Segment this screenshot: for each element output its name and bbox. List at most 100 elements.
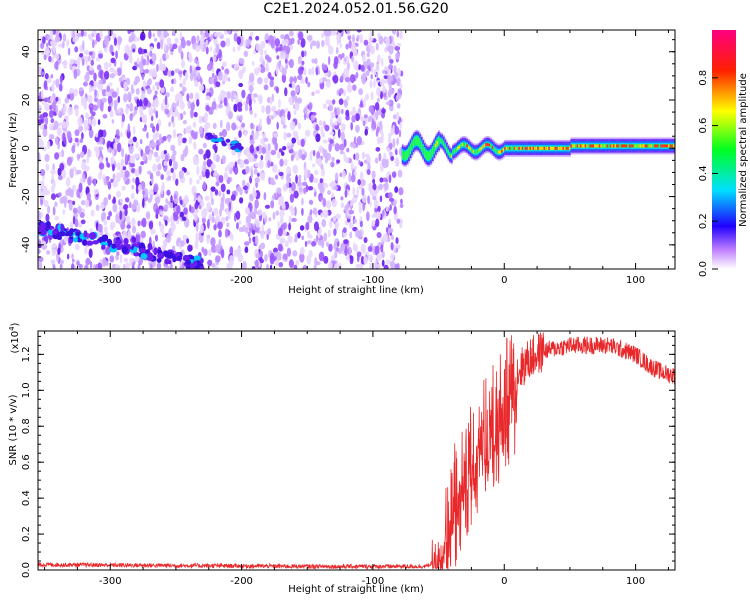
- heatmap-cell: [358, 206, 362, 214]
- heatmap-cell: [367, 245, 373, 253]
- heatmap-cell: [156, 83, 160, 91]
- heatmap-cell: [67, 106, 73, 116]
- heatmap-cell: [297, 31, 304, 41]
- heatmap-cell: [43, 54, 47, 61]
- heatmap-cell: [340, 243, 346, 252]
- heatmap-cell: [76, 32, 82, 38]
- top-y-axis-label: Frequency (Hz): [8, 112, 19, 188]
- heatmap-cell: [288, 96, 293, 104]
- heatmap-cell: [171, 102, 177, 112]
- heatmap-cell: [248, 236, 252, 244]
- heatmap-cell: [322, 149, 328, 159]
- heatmap-cell: [497, 150, 500, 154]
- heatmap-cell: [494, 148, 497, 153]
- heatmap-cell: [655, 144, 658, 148]
- heatmap-cell: [78, 53, 84, 58]
- heatmap-cell: [71, 145, 76, 154]
- heatmap-cell: [270, 180, 276, 186]
- heatmap-cell: [278, 98, 281, 109]
- heatmap-cell: [289, 121, 296, 131]
- heatmap-cell: [117, 162, 121, 171]
- heatmap-cell: [55, 234, 61, 239]
- heatmap-cell: [257, 76, 263, 85]
- heatmap-cell: [163, 266, 167, 269]
- heatmap-cell: [69, 221, 74, 230]
- heatmap-cell: [57, 175, 63, 181]
- heatmap-cell: [57, 224, 62, 231]
- heatmap-cell: [570, 144, 573, 148]
- heatmap-cell: [576, 144, 579, 148]
- heatmap-cell: [390, 242, 394, 251]
- heatmap-cell: [221, 76, 225, 82]
- heatmap-cell: [401, 150, 404, 160]
- heatmap-cell: [237, 253, 244, 263]
- heatmap-cell: [152, 163, 157, 172]
- heatmap-cell: [196, 165, 200, 176]
- colorbar-tick-label: 0.2: [698, 213, 709, 229]
- heatmap-cell: [375, 130, 379, 137]
- heatmap-cell: [239, 159, 245, 169]
- heatmap-cell: [329, 219, 333, 229]
- heatmap-cell: [389, 204, 392, 211]
- heatmap-cell: [85, 124, 90, 131]
- heatmap-cell: [290, 181, 296, 192]
- heatmap-cell: [193, 57, 197, 64]
- heatmap-cell: [343, 138, 347, 148]
- heatmap-cell: [132, 177, 135, 183]
- colorbar-tick-label: 0.6: [698, 118, 709, 134]
- heatmap-cell: [227, 30, 231, 35]
- heatmap-cell: [361, 152, 365, 158]
- heatmap-cell: [174, 68, 180, 73]
- heatmap-cell: [146, 132, 149, 139]
- heatmap-cell: [430, 149, 433, 159]
- heatmap-cell: [254, 67, 260, 76]
- heatmap-cell: [367, 195, 371, 205]
- heatmap-cell: [155, 110, 158, 119]
- heatmap-cell: [337, 37, 341, 42]
- heatmap-cell: [77, 153, 80, 162]
- heatmap-cell: [220, 40, 226, 48]
- heatmap-cell: [179, 83, 183, 88]
- heatmap-cell: [434, 144, 437, 148]
- heatmap-cell: [68, 201, 73, 211]
- heatmap-cell: [103, 70, 110, 80]
- heatmap-cell: [81, 239, 88, 246]
- heatmap-cell: [320, 212, 324, 218]
- heatmap-cell: [431, 147, 434, 157]
- y-tick-label: -40: [21, 237, 32, 253]
- heatmap-cell: [142, 197, 145, 208]
- heatmap-cell: [338, 98, 344, 106]
- heatmap-cell: [123, 93, 128, 103]
- heatmap-cell: [95, 57, 100, 62]
- heatmap-cell: [282, 230, 287, 236]
- heatmap-cell: [496, 149, 499, 154]
- heatmap-cell: [104, 47, 108, 53]
- heatmap-cell: [333, 56, 339, 66]
- heatmap-cell: [194, 80, 199, 88]
- heatmap-cell: [162, 135, 167, 142]
- heatmap-cell: [138, 248, 147, 253]
- heatmap-cell: [136, 98, 140, 108]
- heatmap-cell: [358, 64, 362, 70]
- heatmap-cell: [361, 76, 367, 85]
- heatmap-cell: [362, 201, 365, 212]
- heatmap-cell: [64, 97, 69, 104]
- heatmap-cell: [422, 145, 425, 154]
- heatmap-cell: [284, 38, 289, 46]
- heatmap-cell: [71, 253, 74, 260]
- heatmap-cell: [161, 102, 164, 112]
- heatmap-cell: [160, 185, 164, 195]
- heatmap-cell: [103, 196, 109, 207]
- heatmap-cell: [119, 254, 123, 264]
- heatmap-cell: [333, 263, 340, 269]
- x-tick-label: -200: [230, 275, 253, 286]
- heatmap-cell: [406, 150, 409, 159]
- heatmap-cell: [62, 209, 66, 215]
- heatmap-cell: [132, 136, 137, 143]
- heatmap-cell: [257, 94, 263, 103]
- heatmap-cell: [176, 255, 183, 261]
- heatmap-cell: [170, 86, 175, 93]
- heatmap-cell: [383, 79, 388, 84]
- heatmap-cell: [289, 193, 295, 203]
- heatmap-cell: [183, 194, 189, 205]
